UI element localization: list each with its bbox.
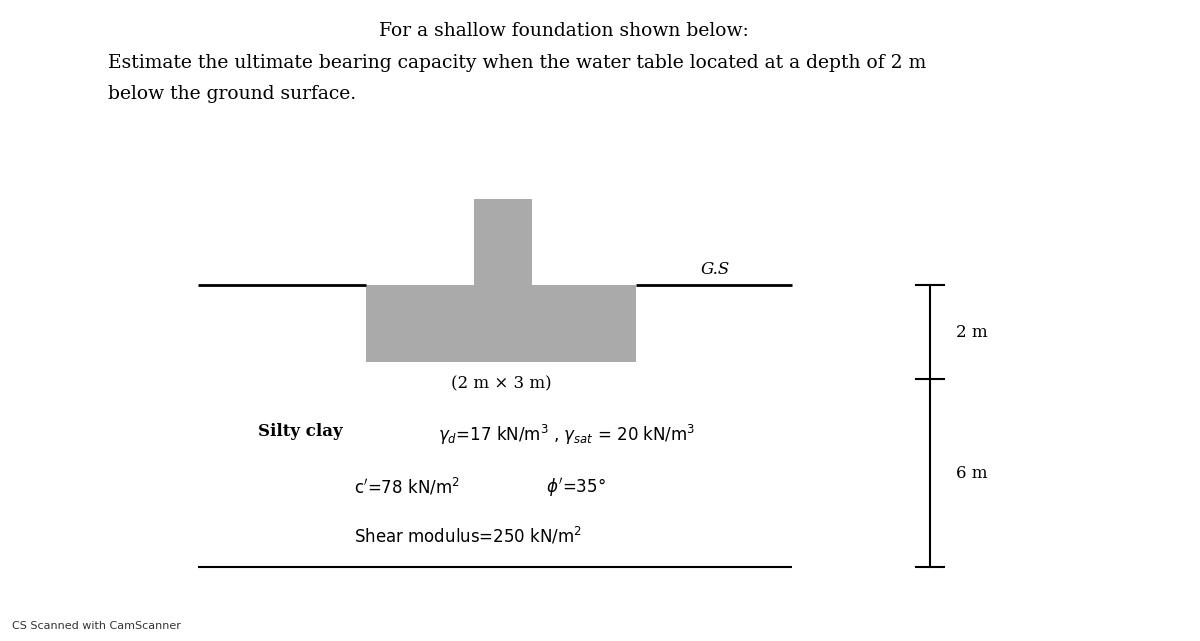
Text: $\phi'$=35°: $\phi'$=35° — [546, 476, 606, 499]
Bar — [366, 285, 636, 362]
Text: below the ground surface.: below the ground surface. — [108, 85, 356, 103]
Text: $\gamma_d$=17 kN/m$^3$ , $\gamma_{sat}$ = 20 kN/m$^3$: $\gamma_d$=17 kN/m$^3$ , $\gamma_{sat}$ … — [438, 423, 696, 447]
Text: G.S: G.S — [701, 260, 730, 278]
Text: Shear modulus=250 kN/m$^2$: Shear modulus=250 kN/m$^2$ — [354, 526, 582, 547]
Text: 2 m: 2 m — [956, 324, 988, 341]
Text: c$'$=78 kN/m$^2$: c$'$=78 kN/m$^2$ — [354, 476, 460, 497]
Text: For a shallow foundation shown below:: For a shallow foundation shown below: — [379, 22, 749, 40]
Text: (2 m × 3 m): (2 m × 3 m) — [451, 375, 552, 392]
Bar — [474, 199, 532, 285]
Text: CS Scanned with CamScanner: CS Scanned with CamScanner — [12, 621, 181, 631]
Text: Estimate the ultimate bearing capacity when the water table located at a depth o: Estimate the ultimate bearing capacity w… — [108, 54, 926, 72]
Text: Silty clay: Silty clay — [258, 423, 343, 440]
Text: 6 m: 6 m — [956, 465, 988, 482]
